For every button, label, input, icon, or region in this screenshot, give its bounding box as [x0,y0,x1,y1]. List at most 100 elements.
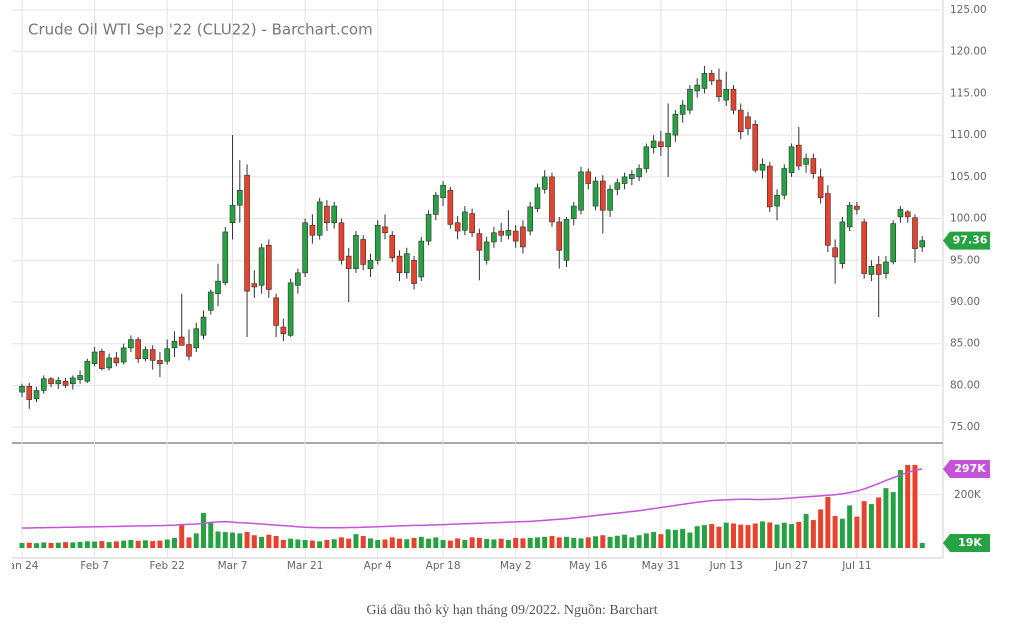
volume-bar [142,540,148,548]
candle-body [563,219,570,261]
volume-bar [847,505,853,548]
candle-body [643,146,650,169]
y-tick-label: 105.00 [950,171,987,183]
volume-bar [63,542,69,548]
volume-bar [70,542,76,548]
candle-body [679,104,686,115]
volume-bar [694,526,700,548]
candle-body [527,206,534,232]
candle-body [890,223,897,263]
candle-body [846,204,853,228]
volume-bar [839,518,845,548]
candle-body [752,123,759,171]
x-tick-label: Apr 18 [426,560,461,572]
volume-bar [491,539,497,548]
volume-bar [505,540,511,548]
candle-body [142,349,149,360]
y-tick-label: 95.00 [950,254,980,266]
volume-bar [469,537,475,548]
candle-body [621,176,628,184]
volume-bar [280,540,286,548]
volume-bar [723,522,729,548]
candle-body [868,265,875,275]
volume-bar [789,524,795,548]
candle-body [803,158,809,165]
candle-body [759,164,766,171]
y-tick-label: 90.00 [950,296,980,308]
candle-body [665,133,671,148]
candle-body [26,385,33,400]
candle-body [636,168,642,178]
volume-bar [513,537,519,548]
candle-body [512,230,519,242]
candle-body [280,326,287,335]
volume-bar [542,536,548,548]
volume-bar [897,470,903,548]
x-tick-label: Jan 24 [5,560,39,572]
volume-bar [251,535,257,548]
volume-bar [680,528,686,548]
candle-body [207,291,214,311]
candle-body [178,336,185,346]
volume-bar [614,535,620,548]
volume-bar [832,516,838,548]
candle-body [149,349,156,361]
grid [12,0,943,558]
volume-bar [883,488,889,548]
candle-body [781,168,788,196]
candle-body [737,109,744,133]
volume-bar [19,542,25,548]
volume-bar [48,542,54,548]
candle-body [91,351,98,365]
volume-bar [346,538,352,548]
volume-bar [455,538,461,548]
candle-body [360,239,367,265]
volume-bar [106,542,112,548]
candle-body [796,144,802,167]
volume-bar [34,543,40,548]
candle-body [832,247,838,258]
volume-bar [905,464,911,548]
volume-bar [92,541,98,548]
x-tick-label: Apr 4 [364,560,393,572]
volume-bar [585,537,591,548]
volume-bar [244,532,250,548]
candle-body [454,222,461,232]
volume-bar [810,520,816,548]
volume-bar [433,537,439,548]
volume-bar [150,541,156,548]
y-tick-label: 125.00 [950,4,987,16]
candle-body [491,232,497,243]
volume-bar [498,538,504,548]
volume-bar [84,541,90,548]
candle-body [694,84,700,92]
candle-body [462,211,468,231]
candle-body [607,189,613,211]
candle-body [505,229,512,236]
candle-body [382,226,388,234]
volume-bar [868,504,874,548]
volume-bar [338,537,344,548]
volume-bar [295,539,301,548]
volume-bar [317,541,323,548]
candle-body [48,378,54,385]
candle-body [77,375,83,380]
candle-body [614,182,621,190]
volume-bar [549,536,555,548]
volume-bar [593,536,599,548]
volume-bar [26,542,32,548]
candle-body [353,234,359,269]
last-price-label-box [943,231,990,250]
y-tick-label: 115.00 [950,87,987,99]
volume-bar [157,540,163,548]
volume-bar [135,540,141,548]
volume-bar [643,533,649,548]
volume-bar [41,542,47,548]
candle-body [549,176,555,223]
volume-bar [760,521,766,548]
volume-bar [309,540,315,548]
volume-bar [418,536,424,548]
volume-bar [571,537,577,548]
candle-body [708,73,715,82]
